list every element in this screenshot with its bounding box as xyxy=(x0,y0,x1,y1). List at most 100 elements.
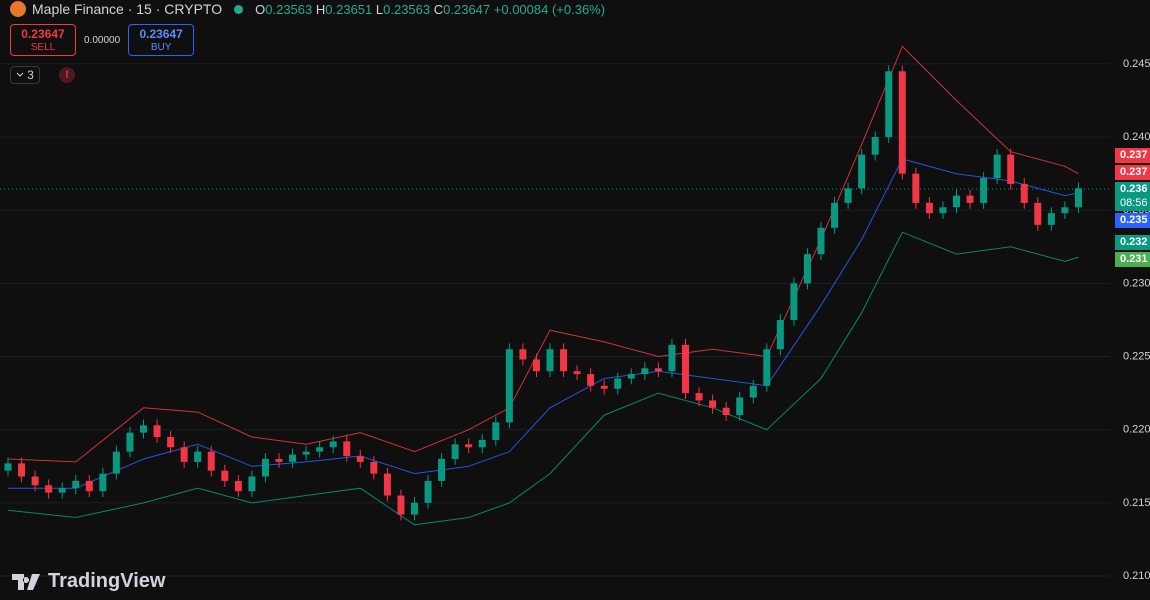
candle-body xyxy=(695,393,703,401)
candle-body xyxy=(329,441,337,448)
candle-body xyxy=(844,188,852,203)
ohlc-value: 0.23651 xyxy=(325,1,373,17)
brand-logo xyxy=(12,573,40,590)
status-dot xyxy=(234,4,244,14)
ohlc-label: O xyxy=(255,1,266,17)
candle-body xyxy=(18,463,26,477)
band-line xyxy=(7,231,1079,526)
ohlc: O0.23563 H0.23651 L0.23563 C0.23647 +0.0… xyxy=(255,2,605,17)
sell-label: SELL xyxy=(30,42,56,53)
candle-body xyxy=(790,283,798,320)
ohlc-label: H xyxy=(315,1,326,17)
candle-body xyxy=(600,385,608,389)
price-label: 0.235 xyxy=(1115,213,1150,228)
candle-body xyxy=(546,349,554,372)
candle-body xyxy=(1007,154,1015,184)
candle-body xyxy=(31,476,39,486)
buy-button[interactable]: 0.23647 BUY xyxy=(128,24,195,56)
candle-body xyxy=(939,207,947,214)
candle-body xyxy=(871,137,879,155)
candle-body xyxy=(370,461,378,474)
y-tick-label: 0.240 xyxy=(1123,131,1150,143)
candle-body xyxy=(99,473,107,492)
sell-button[interactable]: 0.23647 SELL xyxy=(10,24,76,56)
candle-body xyxy=(424,480,432,503)
candle-body xyxy=(885,71,893,138)
branding: TradingView xyxy=(12,570,165,593)
candle-body xyxy=(966,195,974,203)
candle-body xyxy=(275,458,283,462)
trade-panel: 0.23647 SELL 0.00000 0.23647 BUY xyxy=(10,24,195,56)
y-tick-label: 0.230 xyxy=(1123,277,1150,289)
change: +0.00084 (+0.36%) xyxy=(493,1,606,17)
candle-body xyxy=(302,451,310,455)
candle-body xyxy=(993,154,1001,179)
candle-body xyxy=(980,178,988,203)
ohlc-label: L xyxy=(375,1,384,17)
candle-body xyxy=(72,480,80,489)
y-tick-label: 0.225 xyxy=(1123,350,1150,362)
y-tick-label: 0.245 xyxy=(1123,58,1150,70)
indicators-toggle[interactable]: 3 xyxy=(10,66,40,84)
spread: 0.00000 xyxy=(84,34,121,46)
candle-body xyxy=(411,502,418,515)
candle-body xyxy=(248,476,256,492)
candle-body xyxy=(478,439,486,448)
chevron xyxy=(16,72,24,77)
band-line xyxy=(7,45,1079,463)
candle-body xyxy=(492,422,500,440)
candle-body xyxy=(45,485,53,493)
candle-body xyxy=(573,371,581,375)
candle-body xyxy=(1020,183,1028,203)
candle-body xyxy=(682,344,689,394)
candle-body xyxy=(261,458,269,477)
price-label: 0.237 xyxy=(1115,148,1150,163)
candle-body xyxy=(1034,202,1042,225)
ohlc-label: C xyxy=(433,1,444,17)
price-label: 0.237 xyxy=(1115,165,1150,180)
symbol-logo xyxy=(10,1,26,17)
y-tick-label: 0.215 xyxy=(1123,497,1150,509)
buy-label: BUY xyxy=(150,42,172,53)
price-label: 0.232 xyxy=(1115,235,1150,250)
candle-body xyxy=(289,454,297,462)
candle-body xyxy=(1061,207,1069,214)
candle-body xyxy=(654,368,662,372)
band-line xyxy=(8,158,1079,489)
price-label: 0.236 xyxy=(1115,182,1150,197)
price-label: 0.231 xyxy=(1115,252,1150,267)
warning-icon[interactable]: ! xyxy=(59,67,75,83)
y-tick-label: 0.220 xyxy=(1123,424,1150,436)
candle-body xyxy=(126,432,134,452)
candle-body xyxy=(1047,213,1055,225)
ohlc-value: 0.23563 xyxy=(383,1,431,17)
candle-body xyxy=(532,359,540,372)
candle-body xyxy=(776,319,784,350)
candle-body xyxy=(85,480,93,492)
y-tick-label: 0.210 xyxy=(1123,570,1150,582)
candle-body xyxy=(925,202,933,214)
candle-body xyxy=(519,349,527,360)
candle-body xyxy=(858,154,866,189)
candle-body xyxy=(451,444,459,459)
candle-body xyxy=(234,480,242,492)
candle-body xyxy=(180,447,188,462)
candle-body xyxy=(803,254,811,284)
candle-body xyxy=(397,495,405,515)
candle-body xyxy=(438,458,446,481)
candle-body xyxy=(356,456,364,462)
buy-price: 0.23647 xyxy=(139,27,183,41)
candle-body xyxy=(587,374,595,386)
candle-body xyxy=(343,441,351,457)
candle-body xyxy=(153,425,161,438)
candle-body xyxy=(831,202,839,228)
candle-body xyxy=(641,368,649,375)
candle-body xyxy=(194,451,202,462)
candle-body xyxy=(627,374,635,379)
countdown: 08:56 xyxy=(1115,196,1150,211)
candle-body xyxy=(1074,188,1082,208)
candle-body xyxy=(112,451,120,474)
